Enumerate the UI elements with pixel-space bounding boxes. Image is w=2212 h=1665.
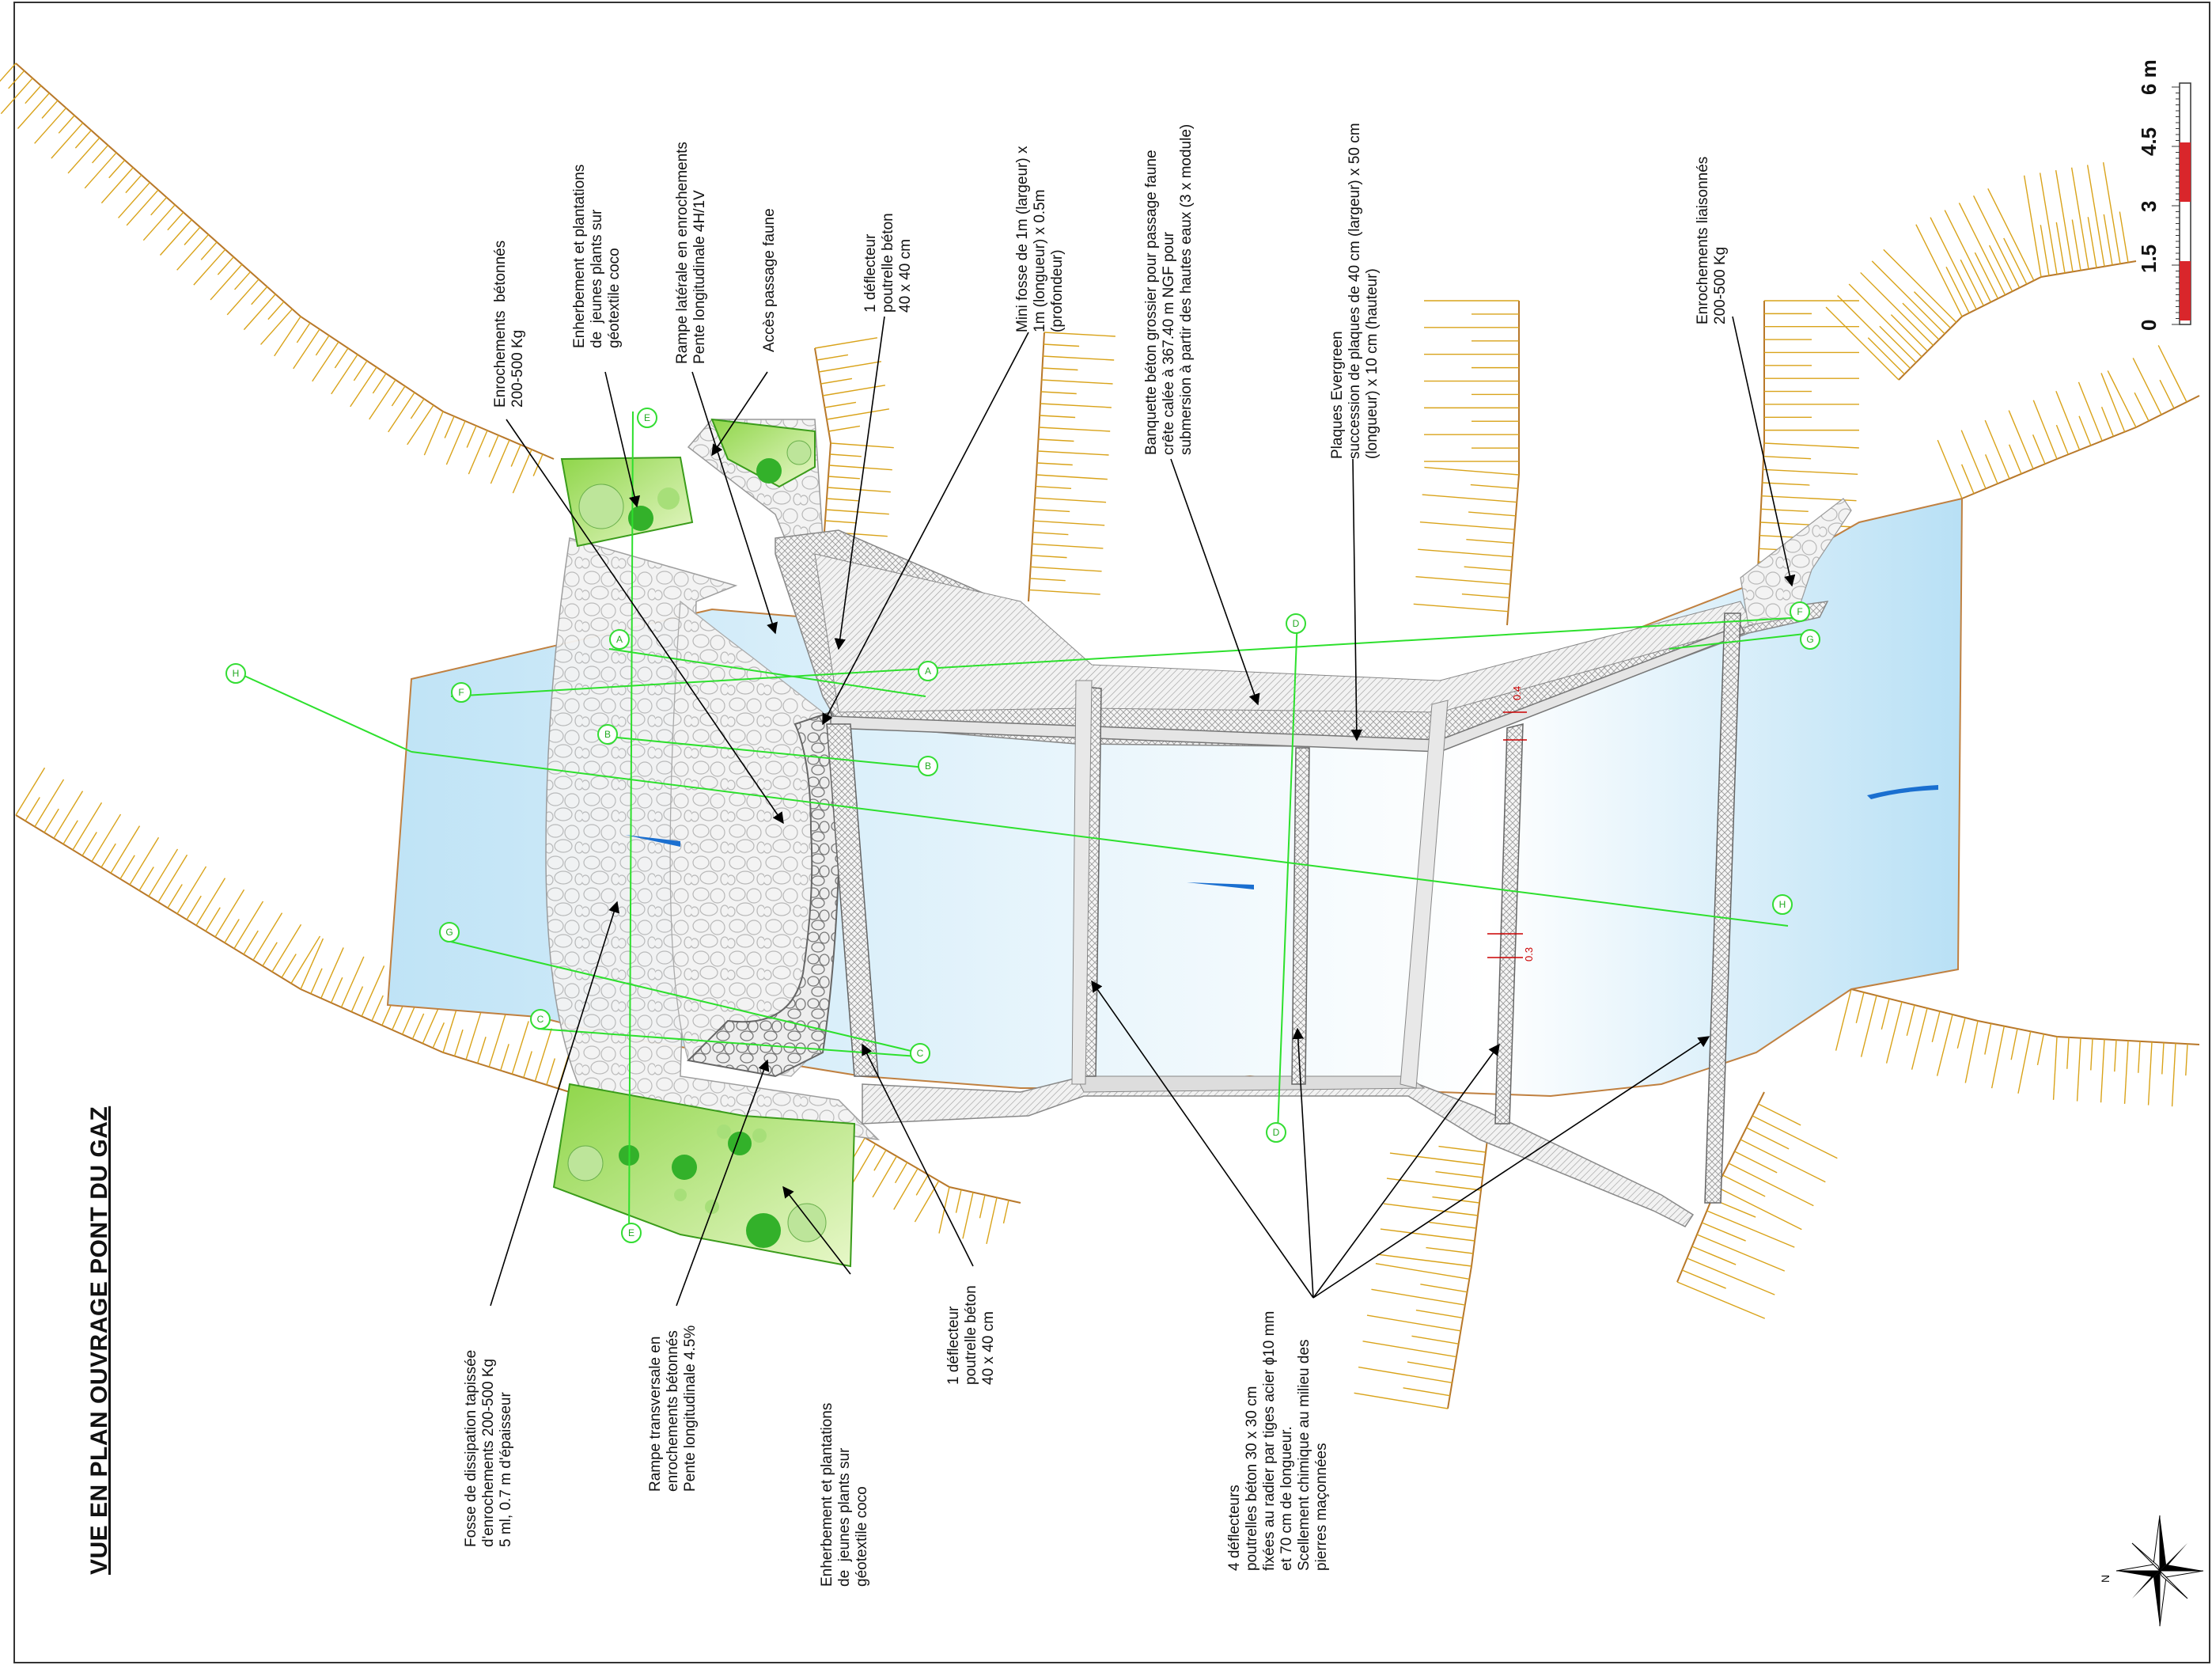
bank-lower-right — [1835, 988, 2200, 1107]
trees — [567, 440, 827, 1248]
label-mini-fosse: Mini fosse de 1m (largeur) x 1m (longueu… — [1014, 146, 1066, 332]
river-banks — [0, 63, 2200, 1409]
section-marker-G2: G — [1800, 629, 1820, 650]
leader-lines — [490, 316, 1796, 1307]
bank-upper-right — [1937, 345, 2200, 499]
section-marker-F2: F — [1790, 601, 1810, 622]
section-marker-D2: D — [1266, 1122, 1286, 1143]
section-marker-B2: B — [918, 756, 938, 776]
scale-label-3: 4.5 — [2137, 127, 2161, 156]
section-lines — [237, 411, 1812, 1243]
label-enrochements-liaisonnes: Enrochements liaisonnés 200-500 Kg — [1695, 156, 1729, 324]
scale-label-4: 6 m — [2137, 59, 2161, 95]
bank-fan-right — [1825, 161, 2137, 381]
bank-bottom-right-2 — [1676, 1091, 1838, 1319]
inner-wall-left — [1071, 680, 1093, 1085]
section-marker-E: E — [637, 408, 657, 428]
bank-top-mid-left — [814, 337, 894, 555]
north-compass-icon — [2115, 1515, 2204, 1627]
section-marker-H2: H — [1772, 894, 1793, 915]
flow-arrows — [625, 785, 1938, 889]
scale-label-2: 3 — [2137, 200, 2161, 212]
drawing-title: VUE EN PLAN OUVRAGE PONT DU GAZ — [86, 1106, 112, 1575]
bank-top-right — [1413, 300, 1520, 626]
section-marker-A2: A — [918, 661, 938, 681]
section-marker-F: F — [451, 682, 472, 703]
section-marker-C: C — [530, 1009, 551, 1030]
lower-wall — [862, 1075, 1695, 1227]
section-marker-D: D — [1286, 613, 1306, 634]
dimension-marks — [1487, 711, 1527, 958]
section-marker-H: H — [225, 663, 246, 684]
deflector-3 — [1291, 747, 1310, 1085]
bank-top-mid — [1028, 332, 1115, 602]
label-enrochements-betonnes: Enrochements bétonnés 200-500 Kg — [492, 240, 526, 408]
section-marker-G: G — [439, 922, 460, 942]
label-acces-faune: Accès passage faune — [761, 208, 778, 352]
scale-label-0: 0 — [2137, 319, 2161, 331]
deflector-5 — [1704, 613, 1741, 1204]
label-enherbement-top: Enherbement et plantations de jeunes pla… — [571, 164, 623, 348]
section-marker-B: B — [597, 724, 618, 745]
inner-wall-right — [1400, 700, 1449, 1089]
dimension-label-a: 0.4 — [1511, 685, 1523, 700]
deflector-4 — [1494, 723, 1524, 1125]
scale-label-1: 1.5 — [2137, 244, 2161, 273]
section-marker-C2: C — [910, 1043, 930, 1064]
sheet-border — [13, 2, 2210, 1663]
bank-upper-left — [0, 63, 555, 494]
label-fosse-dissipation: Fosse de dissipation tapissée d'enrochem… — [463, 1349, 514, 1547]
right-rocks — [1740, 498, 1852, 626]
bank-bottom-right — [1354, 1139, 1488, 1409]
scale-red-1 — [2180, 142, 2191, 202]
label-deflecteur-top: 1 déflecteur poutrelle béton 40 x 40 cm — [862, 213, 914, 313]
section-marker-A: A — [609, 629, 630, 650]
bank-bottom-mid — [830, 1131, 1021, 1245]
label-enherbement-bottom: Enherbement et plantations de jeunes pla… — [819, 1402, 870, 1587]
label-quatre-deflecteurs: 4 déflecteurs poutrelles béton 30 x 30 c… — [1226, 1310, 1330, 1571]
label-banquette: Banquette béton grossier pour passage fa… — [1143, 123, 1195, 455]
label-plaques: Plaques Evergreen succession de plaques … — [1329, 123, 1381, 459]
label-deflecteur-bottom: 1 déflecteur poutrelle béton 40 x 40 cm — [945, 1285, 997, 1385]
bank-lower-left — [15, 767, 576, 1093]
label-rampe-laterale: Rampe latérale en enrochements Pente lon… — [674, 142, 708, 364]
label-rampe-transversale: Rampe transversale en enrochements béton… — [647, 1325, 699, 1492]
scale-red-2 — [2180, 261, 2191, 320]
section-marker-E2: E — [621, 1223, 642, 1243]
scale-bar — [2172, 82, 2191, 325]
dimension-label-b: 0.3 — [1523, 946, 1535, 961]
compass-north-label: N — [2099, 1574, 2112, 1583]
grass-zone-top-right — [710, 418, 816, 488]
